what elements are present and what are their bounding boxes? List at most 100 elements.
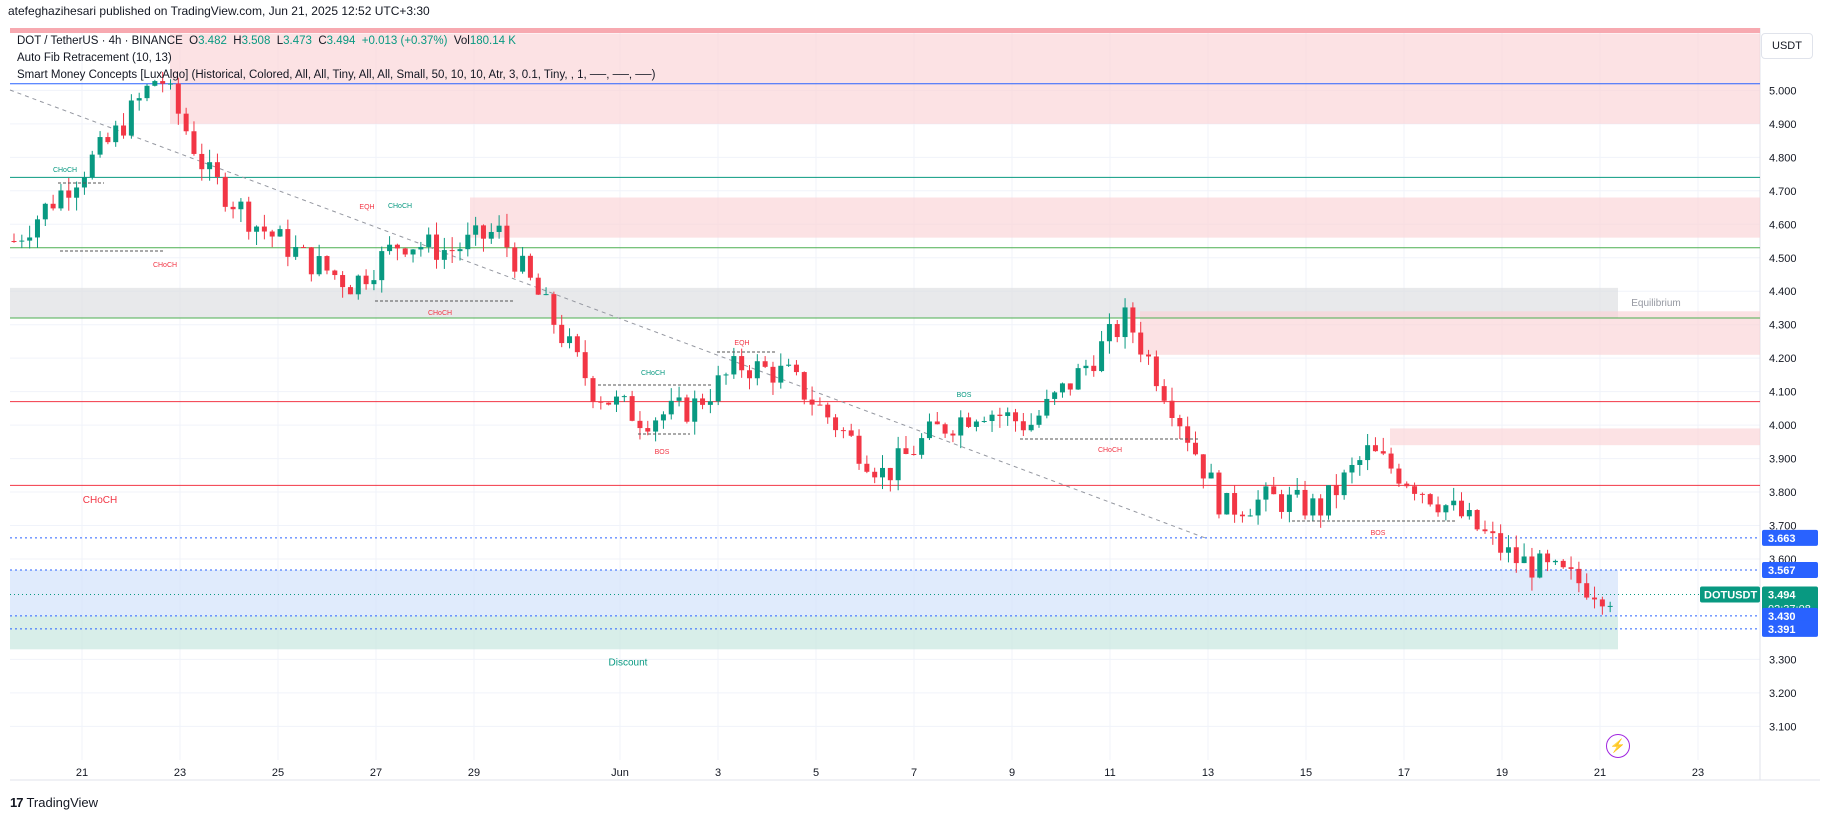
smc-zones xyxy=(10,28,1760,650)
candle xyxy=(778,353,784,389)
candle xyxy=(848,423,854,438)
candle-body xyxy=(606,402,612,405)
discount-zone xyxy=(10,615,1618,650)
time-axis[interactable]: 21 23 25 27 29 Jun 3 5 7 9 11 13 15 17 19 21 23 xyxy=(76,767,1704,779)
candle-body xyxy=(1067,383,1073,390)
candle-body xyxy=(1599,599,1605,607)
price-tick-label: 4.900 xyxy=(1769,119,1797,131)
candle-body xyxy=(778,365,784,383)
candle-body xyxy=(903,448,909,454)
candle xyxy=(167,79,173,90)
candle xyxy=(1059,382,1065,398)
candle-body xyxy=(214,162,220,177)
candle xyxy=(801,371,807,405)
candle xyxy=(1153,350,1159,392)
candle-body xyxy=(645,428,651,432)
supply-zone xyxy=(170,33,1760,124)
candle xyxy=(1592,586,1598,609)
candle xyxy=(1099,330,1105,373)
close-value: 3.494 xyxy=(326,35,356,47)
candle xyxy=(269,229,275,248)
candle xyxy=(770,361,776,395)
candle xyxy=(1146,349,1152,365)
price-tag: 3.567 xyxy=(1762,562,1818,579)
price-tick-label: 4.600 xyxy=(1769,219,1797,231)
time-tick-label: 7 xyxy=(911,767,917,779)
indicator-smc[interactable]: Smart Money Concepts [LuxAlgo] (Historic… xyxy=(17,69,656,81)
candle-body xyxy=(394,244,400,249)
candle-body xyxy=(1451,500,1457,506)
candle-body xyxy=(801,372,807,400)
candle xyxy=(27,225,33,249)
symbol-row[interactable]: DOT / TetherUS · 4h · BINANCE O3.482 H3.… xyxy=(17,33,655,50)
currency-selector[interactable]: USDT xyxy=(1761,33,1813,59)
candle xyxy=(1443,504,1449,521)
price-tick-label: 3.300 xyxy=(1769,654,1797,666)
candle-body xyxy=(1435,504,1441,513)
high-label: H xyxy=(233,35,242,47)
open-value: 3.482 xyxy=(198,35,227,47)
symbol-title[interactable]: DOT / TetherUS · 4h · BINANCE xyxy=(17,35,183,47)
candle xyxy=(926,413,932,441)
candle xyxy=(19,234,25,249)
candle xyxy=(301,244,307,249)
candle-body xyxy=(1404,483,1410,487)
candle xyxy=(144,83,150,102)
candle xyxy=(1505,535,1511,563)
price-tick-label: 4.300 xyxy=(1769,320,1797,332)
price-tick-label: 3.700 xyxy=(1769,521,1797,533)
indicator-fib[interactable]: Auto Fib Retracement (10, 13) xyxy=(17,52,172,64)
candle xyxy=(911,445,917,456)
candle xyxy=(707,389,713,414)
candle-body xyxy=(1161,386,1167,401)
candle xyxy=(1490,521,1496,545)
tradingview-footer[interactable]: 17 TradingView xyxy=(10,795,98,810)
candle xyxy=(1138,321,1144,363)
price-axis[interactable]: 5.000 4.900 4.800 4.700 4.600 4.500 4.400 4.300… xyxy=(1769,85,1797,733)
candle-body xyxy=(1286,494,1292,512)
candle-body xyxy=(1005,412,1011,416)
chart-grid xyxy=(10,28,1820,781)
candle-body xyxy=(410,249,416,255)
candle-body xyxy=(246,201,252,232)
candle xyxy=(488,223,494,244)
candle xyxy=(207,149,213,181)
candle xyxy=(1388,447,1394,474)
candle xyxy=(817,397,823,406)
change-value: +0.013 (+0.37%) xyxy=(361,35,448,47)
candle-body xyxy=(527,255,533,278)
candle-body xyxy=(567,336,573,344)
candle xyxy=(574,333,580,357)
candle-body xyxy=(1130,307,1136,333)
price-tag-value: 3.391 xyxy=(1768,624,1796,636)
candle-body xyxy=(261,226,267,232)
candle-body xyxy=(989,414,995,422)
smc-label: CHoCH xyxy=(1098,447,1122,454)
candle xyxy=(152,79,158,87)
candle-body xyxy=(1302,489,1308,516)
symbol-tag-box xyxy=(1700,586,1760,603)
time-tick-label: 11 xyxy=(1104,767,1115,779)
candle-body xyxy=(1607,605,1613,607)
candle xyxy=(1232,485,1238,523)
candle-body xyxy=(1294,489,1300,495)
candle-body xyxy=(183,113,189,132)
candle-body xyxy=(950,433,956,436)
candle-body xyxy=(301,247,307,249)
price-tag-box xyxy=(1762,607,1818,624)
candle-body xyxy=(1075,368,1081,390)
candle-body xyxy=(81,177,87,188)
candle-body xyxy=(1224,493,1230,515)
lightning-icon[interactable]: ⚡ xyxy=(1606,734,1630,758)
candle-body xyxy=(512,247,518,272)
time-tick-label: 3 xyxy=(715,767,721,779)
candle-body xyxy=(379,251,385,281)
candle-body xyxy=(199,153,205,170)
candle-body xyxy=(919,438,925,455)
time-tick-label: 21 xyxy=(1594,767,1606,779)
price-tick-label: 4.200 xyxy=(1769,353,1797,365)
candle-body xyxy=(1576,568,1582,584)
publish-header: atefeghazihesari published on TradingVie… xyxy=(8,4,430,18)
candle xyxy=(1325,485,1331,520)
